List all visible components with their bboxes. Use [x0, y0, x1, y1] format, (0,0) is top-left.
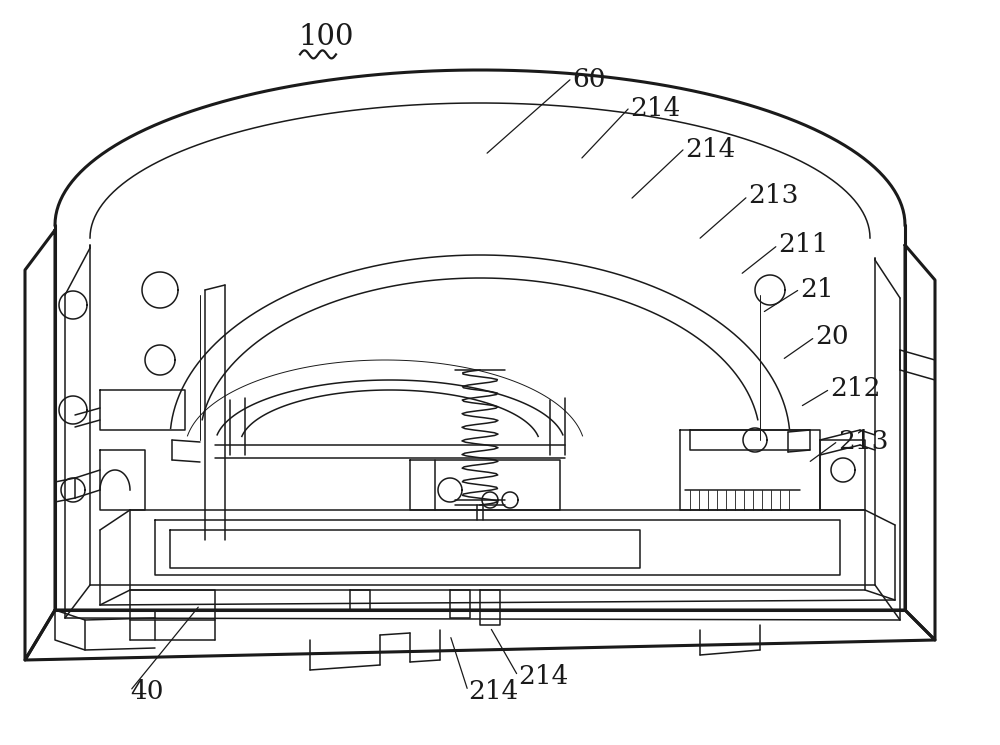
Text: 212: 212	[830, 376, 881, 402]
Text: 40: 40	[130, 679, 164, 704]
Text: 20: 20	[815, 324, 849, 349]
Text: 214: 214	[518, 664, 568, 689]
Text: 21: 21	[800, 276, 834, 302]
Text: 100: 100	[298, 22, 354, 51]
Text: 213: 213	[838, 428, 889, 454]
Text: 214: 214	[630, 95, 680, 121]
Text: 60: 60	[572, 67, 606, 92]
Text: 211: 211	[778, 232, 828, 257]
Text: 214: 214	[468, 679, 518, 704]
Text: 213: 213	[748, 183, 798, 209]
Text: 214: 214	[685, 136, 735, 162]
